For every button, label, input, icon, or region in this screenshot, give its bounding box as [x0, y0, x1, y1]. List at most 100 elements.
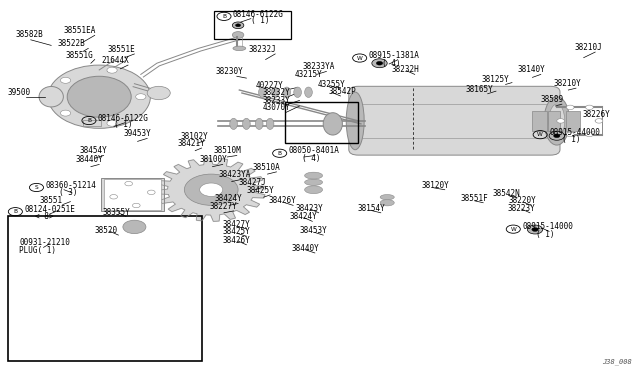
- Ellipse shape: [380, 200, 394, 206]
- Text: 38510M: 38510M: [213, 147, 241, 155]
- Text: 38582B: 38582B: [16, 30, 44, 39]
- Text: 38232H: 38232H: [392, 65, 419, 74]
- Polygon shape: [157, 158, 266, 221]
- Text: 38426Y: 38426Y: [223, 236, 250, 245]
- Text: 38427J: 38427J: [239, 179, 266, 187]
- Circle shape: [136, 94, 146, 100]
- Circle shape: [107, 67, 117, 73]
- Circle shape: [125, 182, 132, 186]
- Text: 43255Y: 43255Y: [317, 80, 345, 89]
- Text: 21644X: 21644X: [101, 56, 129, 65]
- Text: 38421Y: 38421Y: [178, 139, 205, 148]
- Text: 38233Y: 38233Y: [262, 96, 290, 105]
- Ellipse shape: [305, 87, 312, 97]
- Text: 38220Y: 38220Y: [509, 196, 536, 205]
- Text: 38210J: 38210J: [574, 43, 602, 52]
- Text: B: B: [13, 209, 17, 214]
- Circle shape: [554, 134, 560, 138]
- Ellipse shape: [544, 97, 570, 145]
- Text: 38454Y: 38454Y: [80, 147, 108, 155]
- Circle shape: [586, 105, 593, 110]
- Text: 38140Y: 38140Y: [517, 65, 545, 74]
- Text: W: W: [511, 227, 516, 232]
- Ellipse shape: [259, 87, 266, 97]
- Ellipse shape: [305, 172, 323, 179]
- Text: 38102Y: 38102Y: [180, 132, 208, 141]
- Text: 38551EA: 38551EA: [64, 26, 97, 35]
- Ellipse shape: [283, 87, 291, 97]
- Bar: [8, 216, 202, 361]
- Text: 38232Y: 38232Y: [262, 89, 290, 97]
- Ellipse shape: [294, 87, 301, 97]
- Text: 08915-44000: 08915-44000: [549, 128, 600, 137]
- Circle shape: [184, 174, 238, 205]
- Text: 38440Y: 38440Y: [76, 155, 103, 164]
- Text: 38210Y: 38210Y: [554, 79, 581, 88]
- Text: 38226Y: 38226Y: [582, 110, 610, 119]
- Ellipse shape: [380, 195, 394, 200]
- Circle shape: [232, 22, 244, 29]
- Text: 38227Y: 38227Y: [210, 202, 237, 211]
- FancyBboxPatch shape: [349, 86, 560, 155]
- Circle shape: [527, 225, 543, 234]
- Bar: [83, 120, 101, 126]
- Text: 38233YA: 38233YA: [302, 62, 335, 71]
- Ellipse shape: [346, 92, 364, 150]
- Text: 38551: 38551: [40, 196, 63, 205]
- Circle shape: [110, 195, 118, 199]
- Circle shape: [586, 132, 593, 137]
- Text: 39453Y: 39453Y: [124, 129, 151, 138]
- Text: W: W: [357, 55, 362, 61]
- Ellipse shape: [266, 118, 274, 129]
- Circle shape: [200, 183, 223, 196]
- Text: 38120Y: 38120Y: [421, 181, 449, 190]
- Circle shape: [549, 131, 564, 140]
- Circle shape: [376, 61, 383, 65]
- Circle shape: [147, 86, 170, 100]
- Text: ( 4): ( 4): [302, 154, 321, 163]
- Text: 38125Y: 38125Y: [482, 76, 509, 84]
- Ellipse shape: [305, 179, 323, 185]
- Text: 38426Y: 38426Y: [269, 196, 296, 205]
- Ellipse shape: [271, 87, 279, 97]
- Text: 08124-0251E: 08124-0251E: [24, 205, 75, 214]
- Ellipse shape: [48, 65, 150, 128]
- Circle shape: [532, 228, 538, 231]
- Text: S: S: [35, 185, 38, 190]
- Text: 38425Y: 38425Y: [246, 186, 274, 195]
- Bar: [101, 178, 164, 211]
- Text: 40227Y: 40227Y: [256, 81, 284, 90]
- Text: 38427Y: 38427Y: [223, 220, 250, 229]
- Text: PLUG( 1): PLUG( 1): [19, 246, 56, 255]
- Text: 38424Y: 38424Y: [214, 195, 242, 203]
- Bar: [104, 179, 161, 210]
- Text: W: W: [538, 132, 543, 137]
- Ellipse shape: [233, 46, 246, 51]
- Text: ( 1): ( 1): [562, 135, 580, 144]
- Ellipse shape: [305, 186, 323, 194]
- Text: 38440Y: 38440Y: [291, 244, 319, 253]
- Text: 08146-6122G: 08146-6122G: [233, 10, 284, 19]
- Text: 43215Y: 43215Y: [294, 70, 322, 79]
- Ellipse shape: [39, 86, 63, 107]
- Text: ( 3): ( 3): [59, 188, 77, 197]
- Text: 39500: 39500: [8, 88, 31, 97]
- Text: 38154Y: 38154Y: [357, 204, 385, 213]
- Text: J38_008: J38_008: [603, 359, 632, 365]
- Text: 38589: 38589: [541, 95, 564, 104]
- Circle shape: [557, 119, 564, 123]
- Text: ( 1): ( 1): [114, 121, 132, 129]
- Circle shape: [236, 24, 241, 27]
- Ellipse shape: [255, 118, 263, 129]
- Text: 38551E: 38551E: [108, 45, 135, 54]
- Circle shape: [60, 110, 70, 116]
- Ellipse shape: [548, 104, 564, 138]
- Text: B: B: [87, 118, 91, 123]
- Text: 00931-21210: 00931-21210: [19, 238, 70, 247]
- Text: 38520: 38520: [95, 226, 118, 235]
- Text: ( 4): ( 4): [382, 59, 401, 68]
- Text: 38425Y: 38425Y: [223, 227, 250, 236]
- Text: 38100Y: 38100Y: [200, 155, 227, 164]
- Text: 08050-8401A: 08050-8401A: [289, 147, 339, 155]
- Text: 38232J: 38232J: [248, 45, 276, 54]
